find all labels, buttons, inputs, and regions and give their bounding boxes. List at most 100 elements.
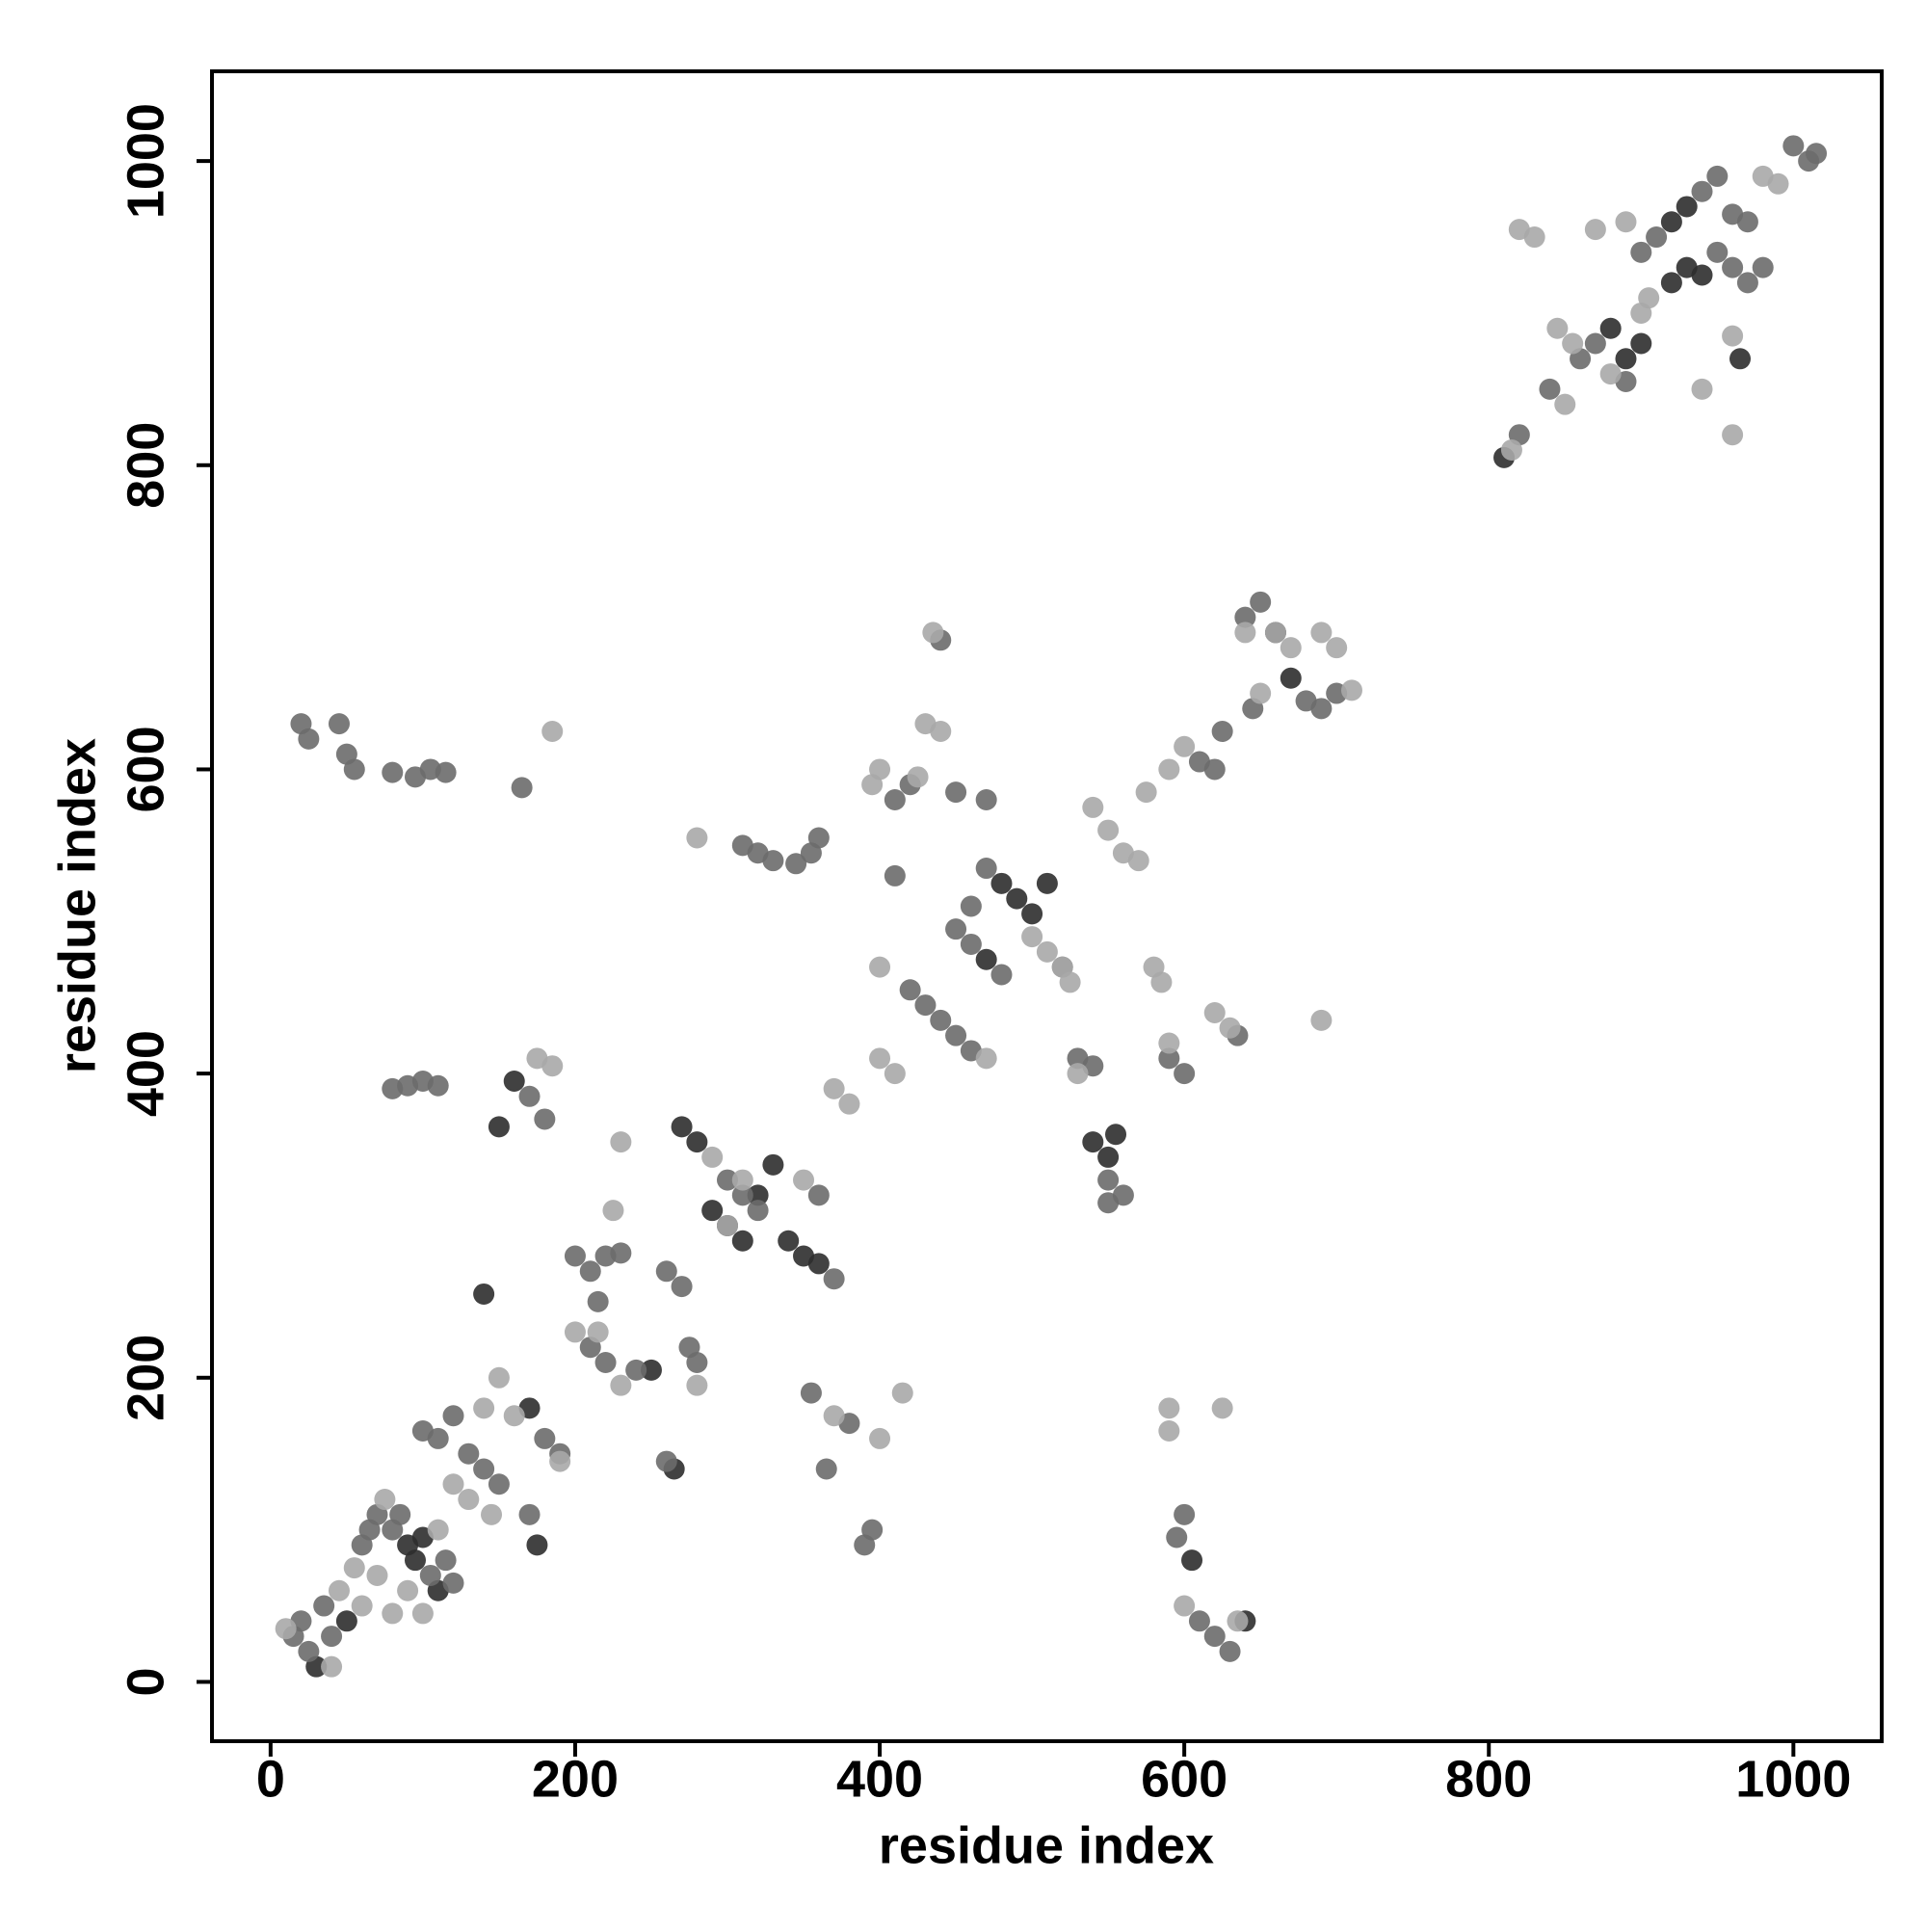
y-tick-label: 0: [117, 1667, 174, 1696]
point: [731, 1169, 753, 1191]
point: [518, 1085, 541, 1107]
point: [1539, 378, 1561, 400]
point: [701, 1200, 724, 1222]
point: [960, 895, 982, 917]
point: [1105, 1124, 1127, 1146]
point: [1500, 439, 1522, 462]
x-tick-label: 800: [1445, 1750, 1532, 1808]
point: [1722, 256, 1744, 278]
point: [526, 1534, 548, 1556]
point: [1234, 606, 1256, 628]
point: [807, 1184, 830, 1206]
point: [1006, 887, 1028, 910]
point: [869, 956, 891, 978]
point: [481, 1503, 503, 1525]
y-tick-label: 200: [117, 1335, 174, 1421]
point: [458, 1442, 480, 1465]
point: [793, 1169, 815, 1191]
point: [1782, 135, 1805, 157]
point: [686, 1374, 708, 1396]
point: [869, 1047, 891, 1070]
point: [930, 720, 952, 742]
point: [587, 1290, 609, 1312]
point: [1736, 211, 1758, 233]
point: [335, 1610, 357, 1632]
point: [1097, 1169, 1120, 1191]
point: [534, 1427, 556, 1449]
point: [625, 1359, 647, 1381]
plot-frame: [210, 69, 1884, 1743]
point: [762, 1153, 784, 1176]
point: [1174, 1063, 1196, 1085]
y-tick-label: 600: [117, 726, 174, 812]
points: [275, 135, 1828, 1678]
point: [503, 1405, 525, 1427]
point: [1158, 758, 1180, 781]
point: [990, 872, 1013, 894]
point: [366, 1564, 388, 1586]
point: [1736, 272, 1758, 294]
point: [891, 1382, 913, 1404]
x-tick-label: 400: [836, 1750, 923, 1808]
x-tick-label: 600: [1141, 1750, 1227, 1808]
point: [686, 1131, 708, 1153]
point: [374, 1489, 396, 1511]
point: [1250, 682, 1272, 704]
point: [747, 1184, 769, 1206]
point: [1097, 1146, 1120, 1168]
point: [1021, 926, 1043, 948]
point: [458, 1489, 480, 1511]
point: [884, 789, 906, 811]
point: [823, 1077, 845, 1099]
point: [610, 1242, 632, 1264]
point: [313, 1595, 335, 1617]
point: [1166, 1526, 1188, 1548]
point: [594, 1351, 617, 1373]
point: [1599, 363, 1622, 385]
point: [930, 1009, 952, 1031]
point: [686, 827, 708, 849]
point: [1326, 637, 1348, 659]
point: [1722, 424, 1744, 446]
point: [1691, 180, 1713, 202]
y-axis-label: residue index: [48, 738, 106, 1073]
point: [1203, 1001, 1226, 1023]
point: [610, 1374, 632, 1396]
point: [1219, 1640, 1241, 1662]
point: [1036, 872, 1058, 894]
point: [655, 1450, 677, 1472]
point: [1691, 264, 1713, 286]
point: [1562, 332, 1584, 355]
point: [1546, 317, 1569, 339]
point: [975, 948, 997, 970]
point: [1691, 378, 1713, 400]
point: [549, 1450, 571, 1472]
point: [1554, 393, 1576, 415]
point: [975, 1047, 997, 1070]
point: [914, 994, 937, 1017]
point: [1211, 720, 1233, 742]
point: [1660, 272, 1682, 294]
point: [602, 1200, 624, 1222]
point: [610, 1131, 632, 1153]
point: [1082, 796, 1104, 818]
point: [541, 720, 564, 742]
point: [1158, 1420, 1180, 1442]
point: [884, 1063, 906, 1085]
point: [1203, 1626, 1226, 1648]
point: [960, 933, 982, 955]
point: [800, 1382, 822, 1404]
point: [1523, 226, 1545, 249]
point: [435, 761, 457, 783]
point: [807, 827, 830, 849]
point: [328, 1579, 350, 1601]
point: [411, 1602, 434, 1625]
point: [1250, 591, 1272, 613]
point: [1203, 758, 1226, 781]
point: [990, 964, 1013, 986]
point: [1021, 903, 1043, 925]
point: [1646, 226, 1668, 249]
point: [1752, 256, 1774, 278]
point: [1227, 1610, 1249, 1632]
point: [1135, 781, 1157, 804]
